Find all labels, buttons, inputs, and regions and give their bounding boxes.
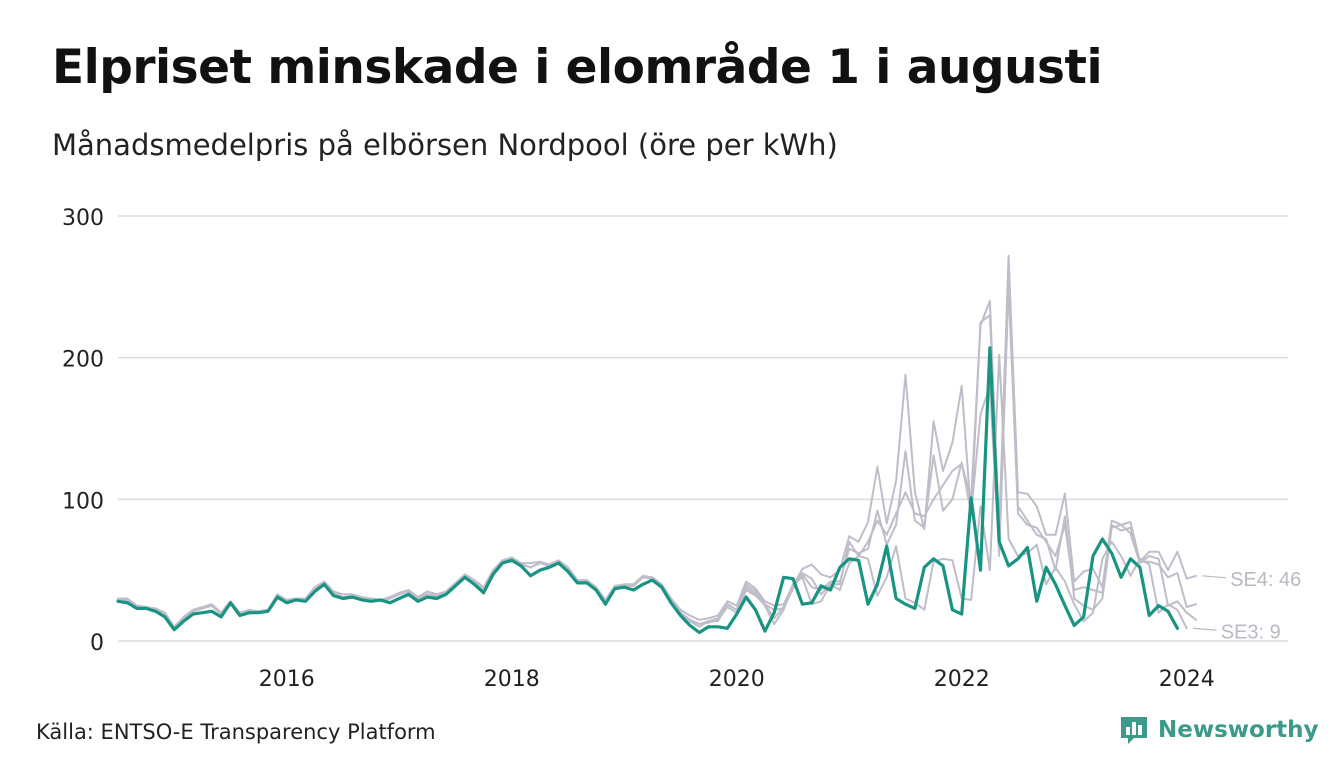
- series-line-context-2: [117, 285, 1198, 630]
- series-line-highlight: [116, 346, 1179, 635]
- logo-text: Newsworthy: [1158, 717, 1319, 743]
- end-label-leader-1: [1202, 575, 1227, 579]
- series-line-context-1: [117, 254, 1198, 628]
- y-tick-label-200: 200: [62, 348, 104, 373]
- y-tick-label-0: 0: [90, 631, 104, 656]
- source-note: Källa: ENTSO-E Transparency Platform: [36, 720, 436, 744]
- x-tick-label-2022: 2022: [934, 667, 990, 692]
- x-tick-label-2020: 2020: [709, 667, 765, 692]
- end-label-1: SE4: 46: [1230, 569, 1301, 591]
- series-line-context-0: [117, 353, 1188, 630]
- newsworthy-logo: Newsworthy: [1118, 714, 1319, 746]
- chart-title: Elpriset minskade i elområde 1 i augusti: [52, 40, 1103, 95]
- series-line-context-3: [117, 271, 1198, 630]
- chart-subtitle: Månadsmedelpris på elbörsen Nordpool (ör…: [52, 128, 838, 162]
- bar-chart-speech-bubble-icon: [1121, 717, 1147, 744]
- end-label-leader-0: [1192, 627, 1217, 631]
- x-tick-label-2016: 2016: [259, 667, 315, 692]
- x-tick-label-2024: 2024: [1159, 667, 1215, 692]
- y-tick-label-300: 300: [62, 206, 104, 231]
- x-tick-label-2018: 2018: [484, 667, 540, 692]
- line-chart: 0 100 200 300 2016 2018 2020 2022 2024 SE3: 9 SE4:…: [62, 206, 1301, 692]
- y-tick-label-100: 100: [62, 489, 104, 514]
- end-label-0: SE3: 9: [1221, 621, 1281, 643]
